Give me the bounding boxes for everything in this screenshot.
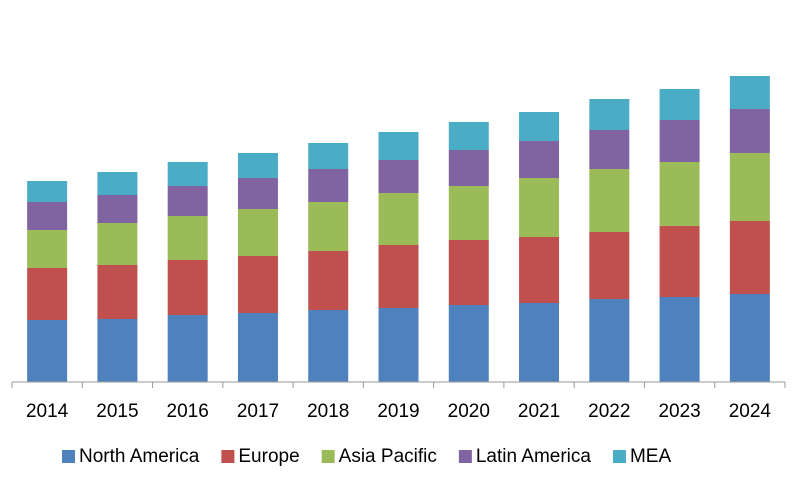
bar-segment: [167, 315, 208, 382]
bar-segment: [97, 265, 138, 319]
x-tick-label: 2017: [237, 401, 279, 422]
bar-segment: [308, 202, 349, 251]
x-tick-label: 2016: [167, 401, 209, 422]
bar-segment: [659, 297, 700, 382]
bar-segment: [448, 150, 489, 186]
bar-segment: [519, 237, 560, 303]
x-tick-label: 2024: [729, 401, 772, 422]
bar-segment: [27, 320, 68, 382]
bar-segment: [448, 305, 489, 382]
bar-segment: [27, 268, 68, 320]
bar-segment: [519, 112, 560, 141]
bar-segment: [308, 310, 349, 382]
bar-segment: [448, 186, 489, 240]
legend-label: MEA: [630, 446, 672, 467]
x-tick-label: 2021: [518, 401, 560, 422]
x-tick-label: 2020: [448, 401, 490, 422]
bar-segment: [659, 226, 700, 297]
bar-segment: [97, 319, 138, 382]
bar-segment: [167, 260, 208, 315]
legend-label: Latin America: [476, 446, 592, 467]
bar-segment: [27, 230, 68, 268]
x-tick-label: 2023: [658, 401, 700, 422]
bar-segment: [237, 209, 278, 256]
legend-swatch: [62, 450, 75, 463]
bar-segment: [308, 169, 349, 202]
bar-segment: [729, 76, 770, 109]
legend-swatch: [321, 450, 335, 463]
bar-segment: [378, 132, 419, 160]
legend-swatch: [612, 450, 626, 463]
legend-swatch: [458, 450, 472, 463]
x-tick-label: 2015: [96, 401, 138, 422]
bar-segment: [448, 240, 489, 305]
bar-segment: [97, 195, 138, 223]
bar-segment: [519, 178, 560, 237]
bar-segment: [589, 299, 630, 382]
bar-segment: [589, 232, 630, 299]
bar-segment: [167, 216, 208, 260]
bar-segment: [97, 223, 138, 265]
legend-label: North America: [79, 446, 200, 467]
bar-segment: [729, 109, 770, 153]
bar-segment: [729, 153, 770, 221]
bar-segment: [729, 221, 770, 294]
bar-segment: [378, 245, 419, 308]
bar-segment: [378, 160, 419, 193]
bar-segment: [237, 256, 278, 313]
bar-segment: [659, 89, 700, 120]
bar-segment: [27, 202, 68, 230]
bar-segment: [167, 186, 208, 216]
bar-segment: [589, 99, 630, 130]
x-tick-label: 2022: [588, 401, 630, 422]
bar-segment: [237, 313, 278, 382]
bar-segment: [448, 122, 489, 150]
bar-segment: [589, 169, 630, 232]
legend-label: Asia Pacific: [339, 446, 437, 467]
bar-segment: [27, 181, 68, 202]
bar-segment: [519, 303, 560, 382]
bar-segment: [97, 172, 138, 195]
bar-segment: [659, 162, 700, 226]
bar-segment: [589, 130, 630, 169]
bar-segment: [729, 294, 770, 382]
bar-segment: [167, 162, 208, 186]
bar-segment: [237, 178, 278, 209]
bar-segment: [519, 141, 560, 178]
x-tick-label: 2019: [377, 401, 419, 422]
legend-label: Europe: [238, 446, 299, 467]
bar-segment: [237, 153, 278, 178]
bar-segment: [308, 251, 349, 310]
bar-segment: [659, 120, 700, 162]
bar-segment: [308, 143, 349, 169]
x-tick-label: 2014: [26, 401, 69, 422]
bar-segment: [378, 308, 419, 382]
x-tick-label: 2018: [307, 401, 349, 422]
bar-segment: [378, 193, 419, 245]
legend-swatch: [221, 450, 235, 463]
